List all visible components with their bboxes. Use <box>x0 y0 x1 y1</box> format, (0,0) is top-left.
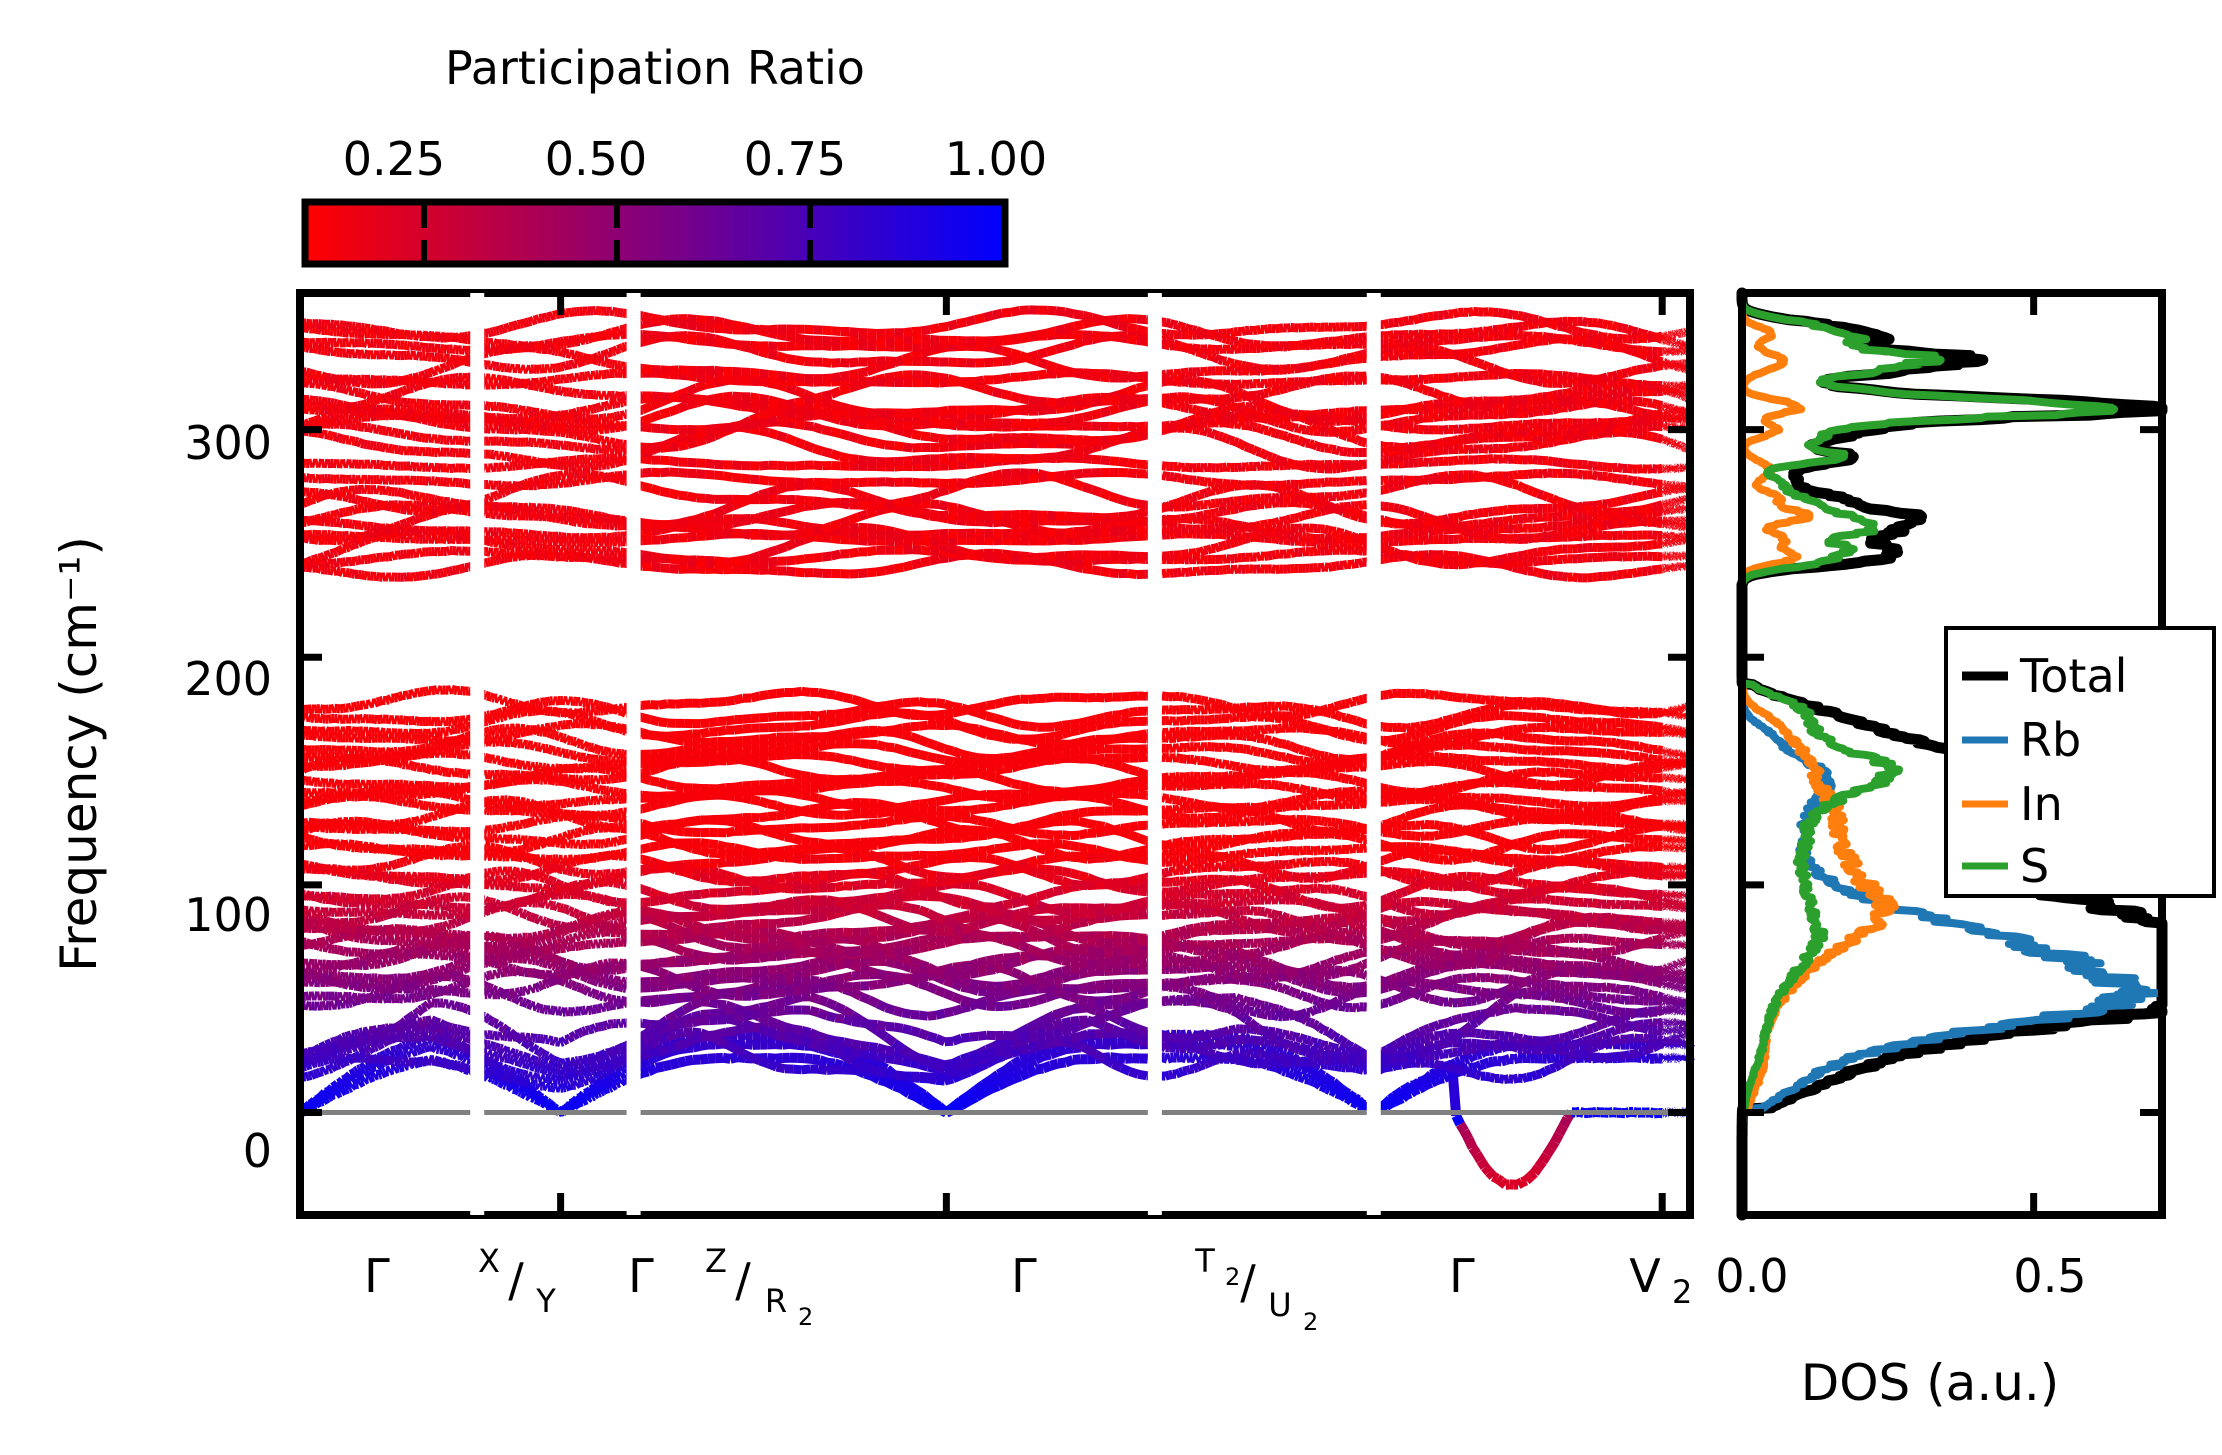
legend-item-s[interactable]: S <box>1962 839 2049 893</box>
colorbar-ticks <box>421 205 813 262</box>
ytick-label-2: 200 <box>184 652 272 706</box>
colorbar-tick-1: 0.50 <box>545 132 647 186</box>
xtick-label-v2: V 2 <box>1629 1249 1692 1311</box>
xtick-label-gamma-2: Γ <box>628 1249 654 1303</box>
band-curves-group <box>295 305 1695 1190</box>
legend-item-rb[interactable]: Rb <box>1962 713 2081 767</box>
colorbar-tick-2: 0.75 <box>744 132 846 186</box>
dos-curve-s <box>1738 289 2119 1219</box>
ytick-label-0: 0 <box>243 1124 272 1178</box>
band-y-tick-labels: 0 100 200 300 <box>184 416 272 1178</box>
legend-label-s: S <box>2020 839 2049 893</box>
xtick-label-t2-over-u2: T 2 / U 2 <box>1194 1242 1318 1336</box>
colorbar-tick-3: 1.00 <box>945 132 1047 186</box>
legend-item-total[interactable]: Total <box>1962 649 2127 703</box>
legend-label-total: Total <box>2019 649 2127 703</box>
segment-divider-lines <box>470 293 1381 1215</box>
xtick-label-gamma-4: Γ <box>1449 1249 1475 1303</box>
dos-x-tick-labels: 0.0 0.5 <box>1715 1249 2086 1303</box>
band-x-tick-labels: Γ X / Y Γ Z / R 2 Γ T 2 / U 2 Γ <box>364 1242 1692 1336</box>
ytick-label-1: 100 <box>184 888 272 942</box>
dos-tick-label-0: 0.0 <box>1715 1249 1788 1303</box>
xtick-label-gamma-3: Γ <box>1011 1249 1037 1303</box>
legend-item-in[interactable]: In <box>1962 777 2063 831</box>
colorbar-panel: Participation Ratio 0.25 0.50 0.75 1.00 <box>301 41 1047 268</box>
colorbar-tick-0: 0.25 <box>343 132 445 186</box>
xtick-label-z-over-r2: Z / R 2 <box>705 1242 813 1331</box>
xtick-label-x-over-y: X / Y <box>478 1242 556 1320</box>
xtick-label-gamma-1: Γ <box>364 1249 390 1303</box>
band-y-ticks <box>300 426 1690 1117</box>
colorbar-ticklabels: 0.25 0.50 0.75 1.00 <box>343 132 1047 186</box>
band-panel-frame <box>296 289 1694 1219</box>
dos-tick-label-1: 0.5 <box>2013 1249 2086 1303</box>
band-y-axis-label: Frequency (cm⁻¹) <box>50 536 108 972</box>
ytick-label-3: 300 <box>184 416 272 470</box>
colorbar-title: Participation Ratio <box>445 41 865 95</box>
dos-x-axis-label: DOS (a.u.) <box>1801 1354 2060 1412</box>
legend-label-in: In <box>2020 777 2063 831</box>
dos-legend[interactable]: Total Rb In S <box>1944 626 2216 898</box>
legend-label-rb: Rb <box>2020 713 2081 767</box>
